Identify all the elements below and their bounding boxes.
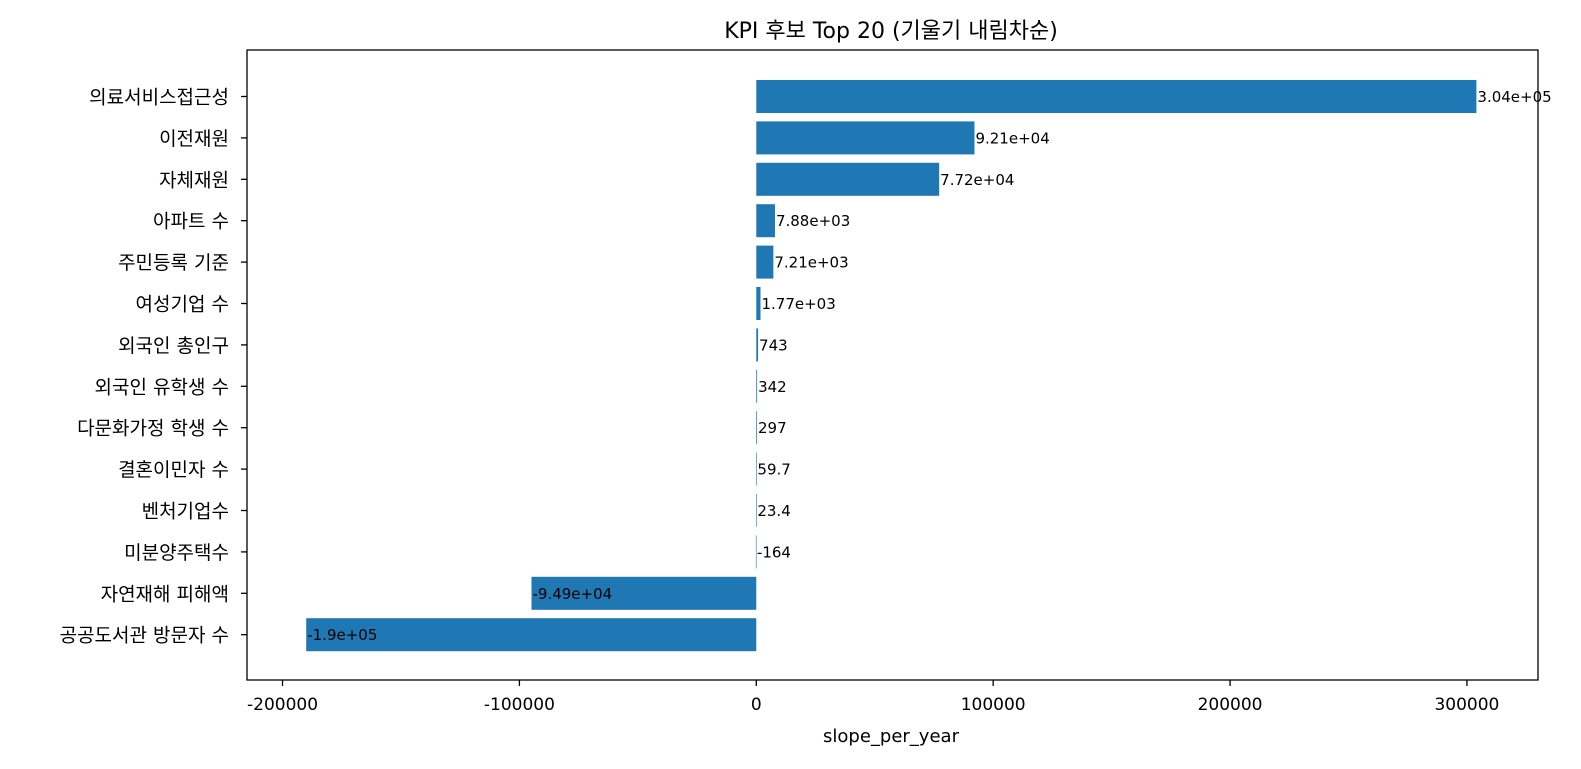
category-label: 자체재원 (159, 169, 229, 191)
data-labels-layer: 3.04e+05 9.21e+04 7.72e+04 7.88e+03 7.21e+03… (307, 88, 1551, 644)
data-label: -9.49e+04 (532, 585, 612, 603)
chart-title: KPI 후보 Top 20 (기울기 내림차순) (724, 19, 1058, 44)
bar-14 (306, 618, 757, 652)
bar-13 (531, 576, 757, 610)
bar-6 (756, 287, 761, 320)
data-label: 297 (758, 419, 787, 437)
data-label: -164 (757, 543, 791, 561)
data-label: -1.9e+05 (307, 626, 377, 644)
x-tick-label: 300000 (1434, 695, 1499, 715)
data-label: 9.21e+04 (975, 129, 1049, 147)
category-label: 이전재원 (159, 128, 229, 150)
bar-11 (756, 494, 757, 527)
bar-1 (756, 80, 1477, 113)
bars-layer (306, 80, 1477, 652)
x-tick-label: -100000 (484, 695, 555, 715)
x-tick-label: 0 (751, 695, 762, 715)
plot-frame (246, 49, 1539, 681)
category-label: 미분양주택수 (124, 542, 229, 564)
bar-12 (755, 535, 757, 569)
data-label: 59.7 (757, 461, 790, 479)
category-label: 벤처기업수 (142, 501, 229, 523)
category-label: 공공도서관 방문자 수 (60, 625, 229, 647)
data-label: 7.88e+03 (776, 212, 850, 230)
x-axis-label: slope_per_year (823, 726, 960, 747)
bar-5 (756, 245, 774, 279)
category-label: 결혼이민자 수 (118, 459, 229, 481)
bar-2 (756, 121, 975, 155)
bar-10 (756, 452, 757, 486)
data-label: 7.21e+03 (774, 254, 848, 272)
bar-4 (756, 204, 775, 238)
data-label: 1.77e+03 (761, 295, 835, 313)
x-axis: -200000 -100000 0 100000 200000 300000 (247, 680, 1499, 715)
category-label: 외국인 유학생 수 (95, 376, 229, 398)
category-label: 아파트 수 (153, 211, 229, 233)
category-label: 여성기업 수 (136, 294, 229, 316)
data-label: 743 (759, 336, 788, 354)
bar-7 (756, 328, 759, 362)
category-label: 다문화가정 학생 수 (77, 418, 229, 440)
bar-8 (756, 369, 758, 403)
bar-3 (756, 162, 940, 196)
data-label: 342 (758, 378, 787, 396)
x-tick-label: -200000 (247, 695, 318, 715)
category-label: 자연재해 피해액 (101, 583, 229, 605)
bar-9 (756, 411, 757, 445)
category-label: 주민등록 기준 (118, 252, 229, 274)
category-label: 외국인 총인구 (118, 335, 229, 357)
category-label: 의료서비스접근성 (89, 87, 229, 109)
data-label: 3.04e+05 (1477, 88, 1551, 106)
data-label: 7.72e+04 (940, 171, 1014, 189)
data-label: 23.4 (757, 502, 790, 520)
x-tick-label: 100000 (961, 695, 1026, 715)
x-tick-label: 200000 (1198, 695, 1263, 715)
